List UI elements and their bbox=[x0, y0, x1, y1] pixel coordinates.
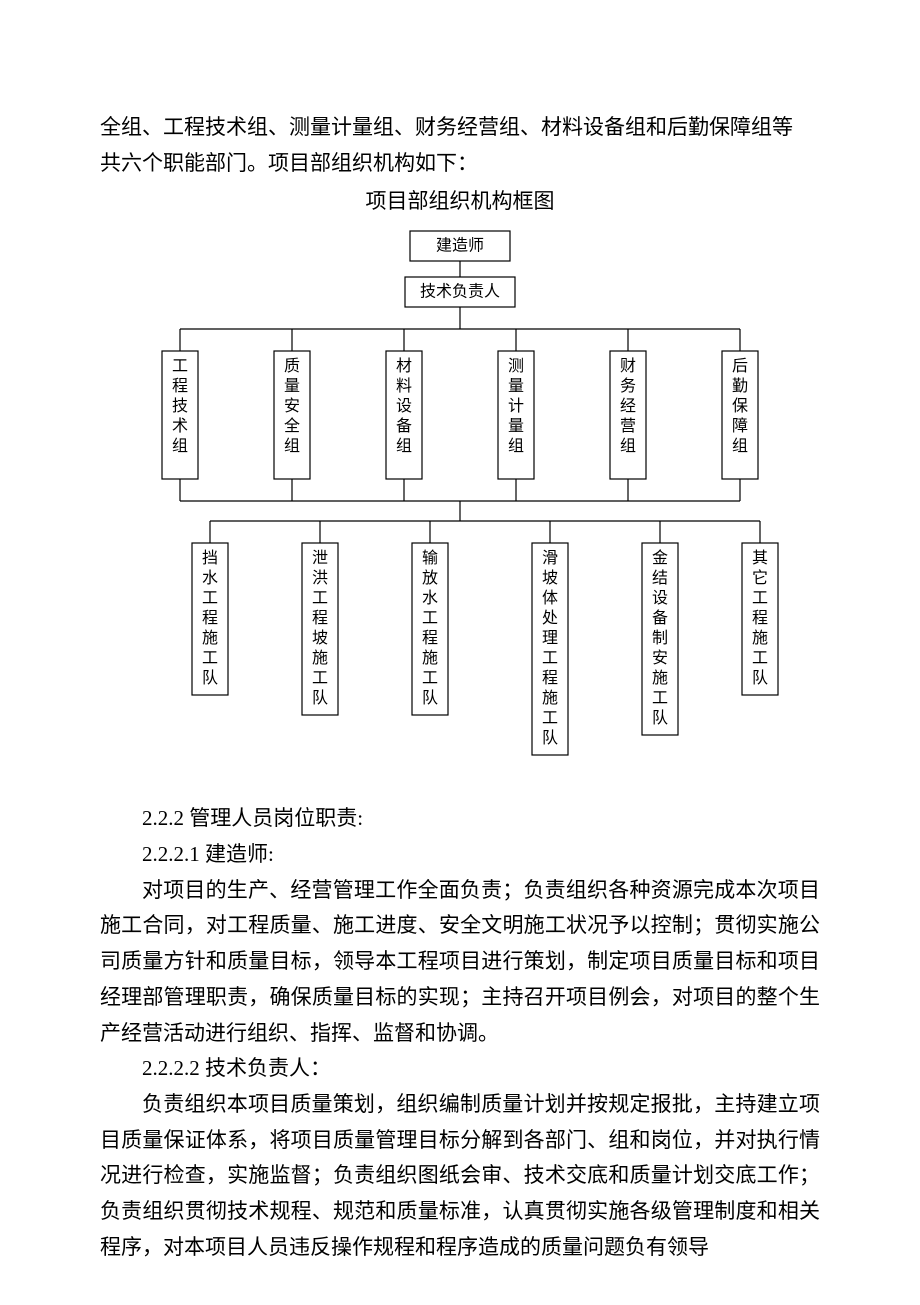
level3-group: 工程技术组 质量安全组 材料设备组 测量计量组 财务经营组 后勤保障组 bbox=[162, 329, 758, 479]
l3-text-0: 工程技术组 bbox=[172, 358, 188, 455]
intro-line2: 共六个职能部门。项目部组织机构如下： bbox=[100, 146, 820, 182]
l3-text-3: 测量计量组 bbox=[508, 357, 524, 455]
l4-text-0: 挡水工程施工队 bbox=[202, 549, 218, 687]
chart-title: 项目部组织机构框图 bbox=[100, 185, 820, 215]
l4-text-5: 其它工程施工队 bbox=[752, 549, 768, 687]
l3-text-1: 质量安全组 bbox=[284, 357, 300, 455]
l4-text-4: 金结设备制安施工队 bbox=[652, 549, 668, 727]
l3-text-2: 材料设备组 bbox=[396, 357, 412, 455]
node-builder-label: 建造师 bbox=[436, 237, 484, 255]
heading-2222: 2.2.2.2 技术负责人： bbox=[100, 1051, 820, 1087]
body-2222: 负责组织本项目质量策划，组织编制质量计划并按规定报批，主持建立项目质量保证体系，… bbox=[100, 1087, 820, 1265]
level4-group: 挡水工程施工队 泄洪工程坡施工队 输放水工程施工队 滑坡体处理工程施工队 金结设… bbox=[192, 521, 778, 755]
intro-line1: 全组、工程技术组、测量计量组、财务经营组、材料设备组和后勤保障组等 bbox=[100, 110, 820, 146]
org-chart: 建造师 技术负责人 工程技术组 质量安全组 材料设备组 测量计量组 财务经营组 … bbox=[100, 221, 820, 801]
heading-222: 2.2.2 管理人员岗位职责: bbox=[100, 801, 820, 837]
l3-text-5: 后勤保障组 bbox=[732, 357, 748, 455]
node-techlead-label: 技术负责人 bbox=[420, 283, 500, 301]
heading-2221: 2.2.2.1 建造师: bbox=[100, 837, 820, 873]
l3-text-4: 财务经营组 bbox=[620, 357, 636, 455]
body-2221: 对项目的生产、经营管理工作全面负责；负责组织各种资源完成本次项目施工合同，对工程… bbox=[100, 873, 820, 1051]
